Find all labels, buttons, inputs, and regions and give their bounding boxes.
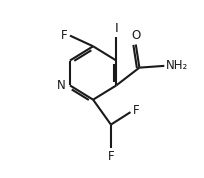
Text: NH₂: NH₂	[166, 59, 188, 72]
Text: F: F	[133, 104, 139, 117]
Text: N: N	[57, 79, 65, 92]
Text: O: O	[131, 29, 140, 42]
Text: F: F	[108, 150, 114, 163]
Text: I: I	[114, 22, 118, 35]
Text: F: F	[61, 29, 67, 42]
